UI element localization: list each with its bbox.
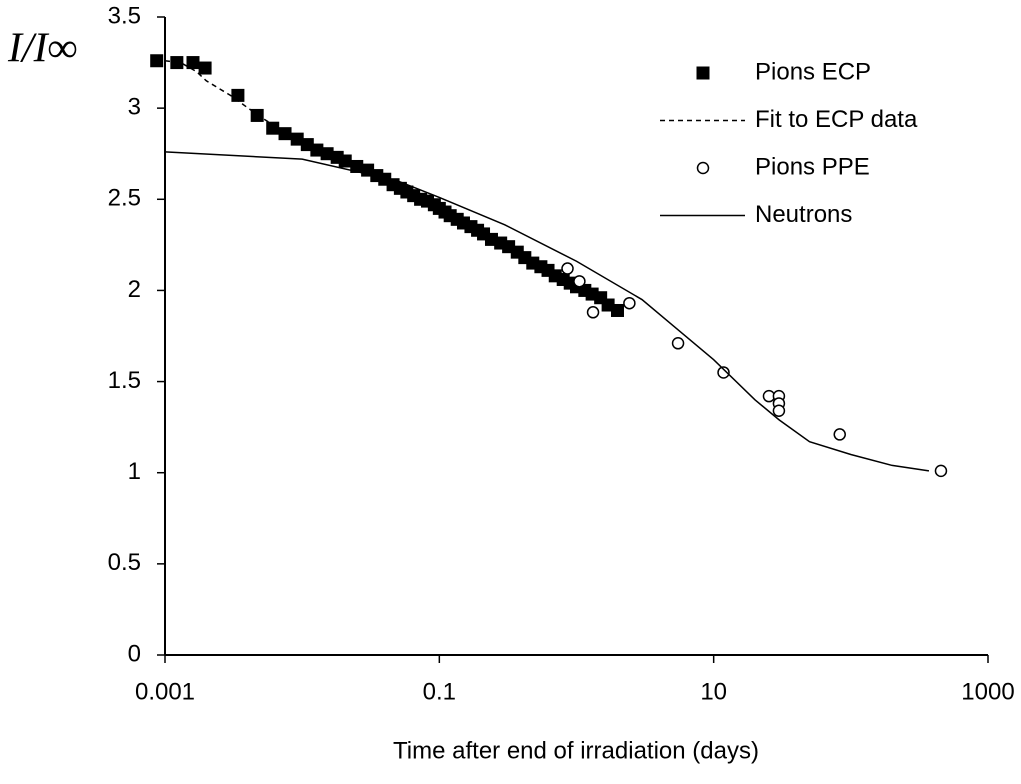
marker xyxy=(561,262,574,275)
x-tick-label: 1000 xyxy=(961,678,1014,705)
marker xyxy=(350,159,364,173)
marker xyxy=(231,88,245,102)
y-tick-label: 3 xyxy=(128,93,141,120)
marker xyxy=(623,296,636,310)
legend-label: Neutrons xyxy=(755,201,852,228)
series-line xyxy=(164,151,930,472)
legend-label: Pions PPE xyxy=(755,153,870,180)
x-tick-label: 0.1 xyxy=(423,678,456,705)
marker xyxy=(586,306,600,319)
y-tick-label: 0 xyxy=(128,640,141,667)
marker xyxy=(266,121,280,135)
y-axis-label: I/I∞ xyxy=(7,26,78,72)
marker xyxy=(186,56,200,70)
y-tick-label: 2.5 xyxy=(108,185,141,212)
marker xyxy=(150,54,164,68)
marker xyxy=(671,337,685,350)
marker xyxy=(717,366,730,379)
marker xyxy=(772,404,786,417)
marker xyxy=(934,464,948,478)
marker xyxy=(573,275,586,288)
legend-marker xyxy=(696,161,710,175)
y-tick-label: 3.5 xyxy=(108,2,141,29)
legend-label: Pions ECP xyxy=(755,58,871,85)
y-tick-label: 0.5 xyxy=(108,549,141,576)
legend-marker xyxy=(696,66,710,80)
marker xyxy=(198,61,212,75)
legend-label: Fit to ECP data xyxy=(755,106,918,133)
marker xyxy=(833,428,846,441)
x-tick-label: 0.001 xyxy=(135,678,195,705)
y-tick-label: 1.5 xyxy=(108,367,141,394)
marker xyxy=(610,303,624,317)
x-axis-label: Time after end of irradiation (days) xyxy=(393,737,759,764)
x-tick-label: 10 xyxy=(700,678,727,705)
y-tick-label: 1 xyxy=(128,458,141,485)
marker xyxy=(320,147,334,161)
series-line xyxy=(164,60,619,312)
y-tick-label: 2 xyxy=(128,276,141,303)
